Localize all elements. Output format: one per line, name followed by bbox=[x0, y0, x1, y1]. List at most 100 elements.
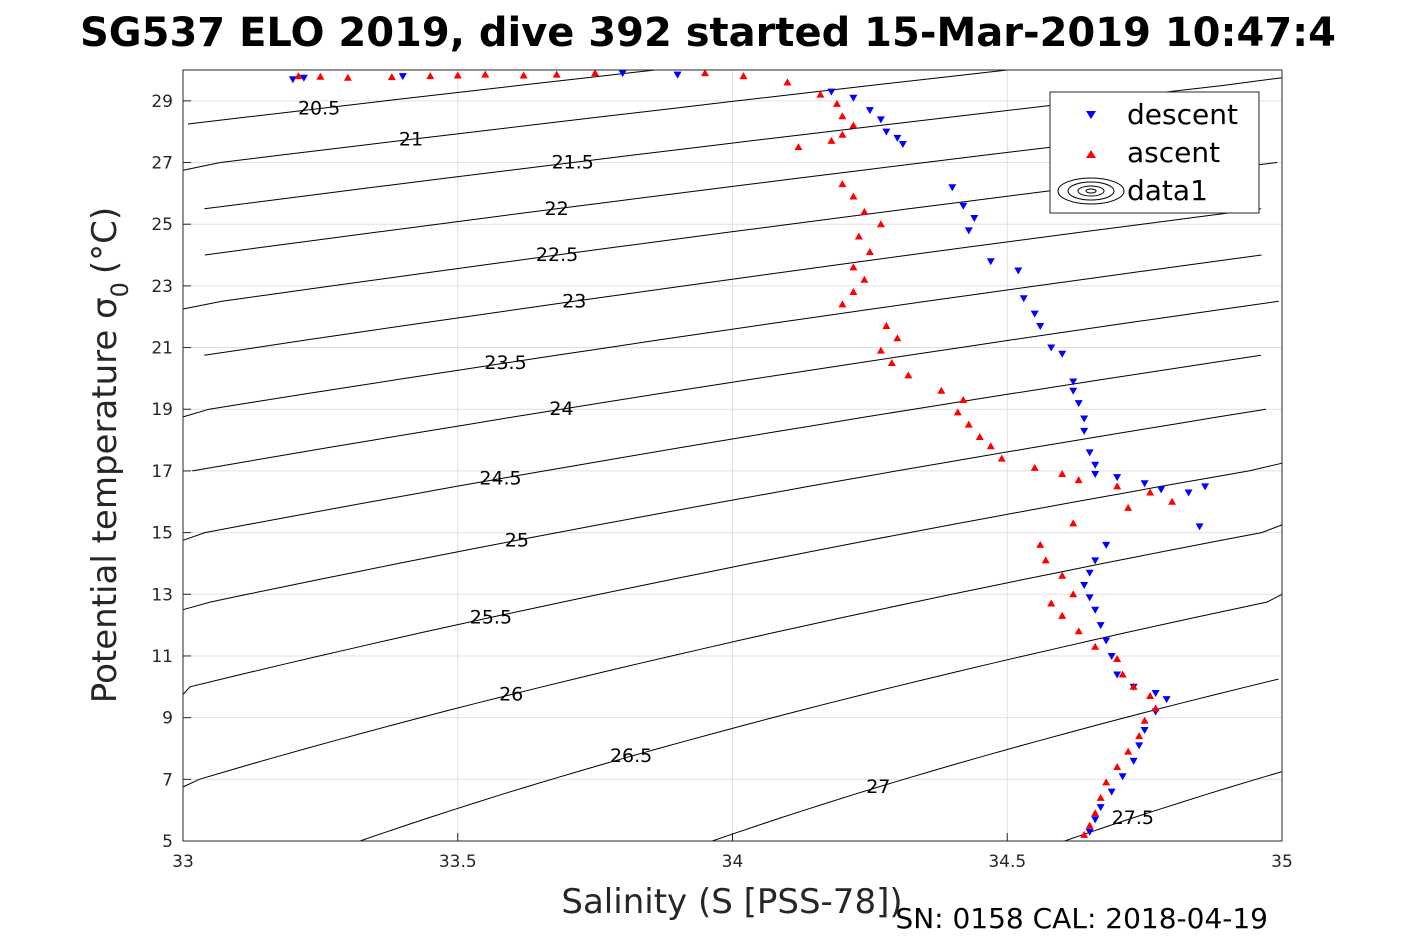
descent-point bbox=[1091, 606, 1100, 614]
y-tick-label: 19 bbox=[151, 400, 173, 420]
ascent-point bbox=[904, 371, 913, 379]
contour-line bbox=[187, 69, 656, 125]
ascent-point bbox=[1041, 556, 1050, 564]
descent-point bbox=[1080, 415, 1089, 423]
descent-point bbox=[1102, 541, 1111, 549]
x-tick-label: 33 bbox=[172, 852, 194, 872]
ascent-point bbox=[1085, 821, 1094, 829]
legend: descent ascent data1 bbox=[1049, 91, 1260, 214]
contour-label: 25 bbox=[505, 529, 529, 551]
ascent-point bbox=[1091, 642, 1100, 650]
y-tick-label: 11 bbox=[151, 647, 173, 667]
descent-point bbox=[827, 88, 836, 96]
footer-calibration: SN: 0158 CAL: 2018-04-19 bbox=[895, 902, 1268, 935]
descent-point bbox=[288, 76, 297, 84]
descent-point bbox=[1195, 523, 1204, 531]
ascent-point bbox=[1058, 571, 1067, 579]
descent-point bbox=[1014, 267, 1023, 275]
ascent-point bbox=[1074, 627, 1083, 635]
x-tick-label: 34 bbox=[722, 852, 744, 872]
chart-title: SG537 ELO 2019, dive 392 started 15-Mar-… bbox=[80, 10, 1336, 56]
ascent-point bbox=[1102, 778, 1111, 786]
contour-line bbox=[182, 69, 1008, 171]
ascent-point bbox=[893, 334, 902, 342]
y-tick-label: 13 bbox=[151, 585, 173, 605]
ascent-point bbox=[316, 72, 325, 80]
descent-point bbox=[1085, 828, 1094, 836]
ascent-point bbox=[959, 395, 968, 403]
contour-line bbox=[1064, 763, 1283, 842]
descent-point bbox=[1091, 471, 1100, 479]
ascent-point bbox=[1129, 682, 1138, 690]
ascent-point bbox=[294, 72, 303, 80]
x-axis-ticks: 33 33.5 34 34.5 35 bbox=[172, 833, 1293, 872]
contour-line bbox=[182, 408, 1267, 611]
ascent-point bbox=[1096, 793, 1105, 801]
ascent-point bbox=[816, 90, 825, 98]
ascent-point bbox=[1146, 692, 1155, 700]
contour-label: 21 bbox=[399, 128, 423, 150]
ascent-point bbox=[887, 358, 896, 366]
ascent-point bbox=[838, 180, 847, 188]
ascent-point bbox=[838, 300, 847, 308]
descent-point bbox=[1030, 310, 1039, 318]
legend-box bbox=[1049, 91, 1260, 214]
ascent-point bbox=[426, 72, 435, 80]
descent-point bbox=[1102, 637, 1111, 645]
ascent-point bbox=[953, 408, 962, 416]
ascent-point bbox=[783, 78, 792, 86]
ascent-point bbox=[1146, 488, 1155, 496]
contour-line bbox=[182, 462, 1283, 695]
descent-point bbox=[986, 258, 995, 266]
y-tick-label: 21 bbox=[151, 339, 173, 359]
ascent-point bbox=[1091, 809, 1100, 817]
contour-line bbox=[182, 524, 1283, 788]
ascent-point bbox=[552, 70, 561, 78]
descent-point bbox=[849, 94, 858, 102]
descent-point bbox=[959, 202, 968, 210]
ascent-point bbox=[849, 288, 858, 296]
ascent-point bbox=[1058, 611, 1067, 619]
descent-point bbox=[1085, 569, 1094, 577]
ascent-point bbox=[827, 136, 836, 144]
contour-line bbox=[359, 593, 1283, 842]
y-axis-ticks: 5 7 9 11 13 15 17 19 21 23 25 27 29 bbox=[151, 92, 191, 852]
descent-point bbox=[1129, 757, 1138, 765]
ascent-point bbox=[854, 232, 863, 240]
ascent-point bbox=[860, 207, 869, 215]
ascent-point bbox=[849, 263, 858, 271]
ascent-point bbox=[591, 69, 600, 77]
descent-point bbox=[1107, 788, 1116, 796]
legend-descent-label: descent bbox=[1127, 98, 1238, 131]
x-tick-label: 33.5 bbox=[439, 852, 477, 872]
descent-point bbox=[1074, 400, 1083, 408]
descent-point bbox=[1184, 489, 1193, 497]
descent-point bbox=[1047, 344, 1056, 352]
ascent-point bbox=[701, 69, 710, 77]
contour-label: 23.5 bbox=[484, 352, 526, 374]
ascent-point bbox=[832, 99, 841, 107]
descent-point bbox=[1107, 652, 1116, 660]
contour-label: 22 bbox=[545, 198, 569, 220]
descent-point bbox=[1135, 742, 1144, 750]
descent-point bbox=[1091, 816, 1100, 824]
contour-line bbox=[204, 208, 1262, 356]
legend-descent-marker bbox=[1086, 111, 1096, 119]
descent-point bbox=[1096, 804, 1105, 812]
ascent-point bbox=[937, 386, 946, 394]
descent-point bbox=[1096, 622, 1105, 630]
ascent-point bbox=[1124, 747, 1133, 755]
ascent-point bbox=[481, 70, 490, 78]
ascent-point bbox=[1140, 716, 1149, 724]
ascent-point bbox=[1113, 482, 1122, 490]
legend-data1-icon bbox=[1057, 177, 1125, 205]
y-axis-label-unit: (°C) bbox=[85, 207, 125, 274]
contour-label: 22.5 bbox=[536, 244, 578, 266]
ascent-point bbox=[1168, 497, 1177, 505]
descent-point bbox=[876, 116, 885, 124]
data-markers bbox=[288, 69, 1210, 838]
ascent-point bbox=[1058, 470, 1067, 478]
ascent-point bbox=[876, 220, 885, 228]
contour-line bbox=[182, 354, 1262, 541]
y-tick-label: 29 bbox=[151, 92, 173, 112]
